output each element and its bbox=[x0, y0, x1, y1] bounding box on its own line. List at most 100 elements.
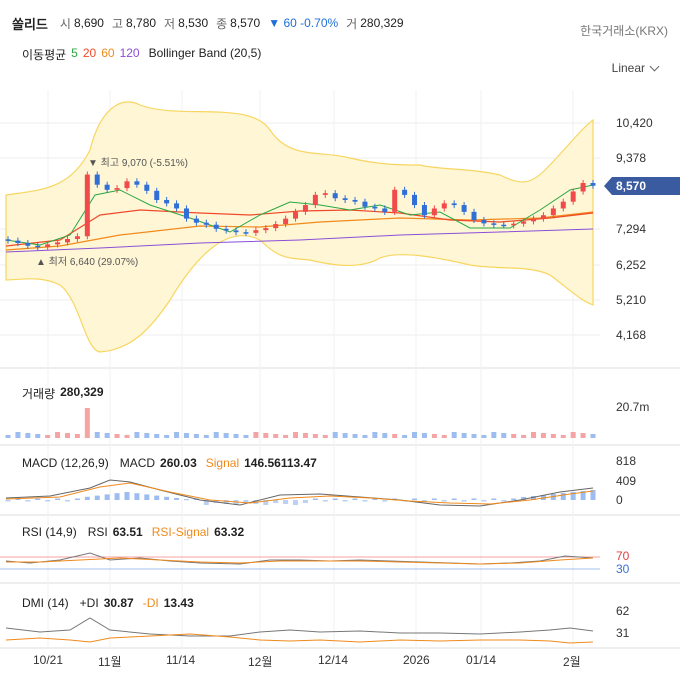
volume-bars bbox=[5, 408, 596, 438]
volume-bar bbox=[134, 432, 140, 438]
candle-body bbox=[263, 228, 269, 231]
macd-bar bbox=[203, 500, 209, 505]
dmi-tick: 62 bbox=[616, 604, 630, 618]
rsi-panel-label: RSI (14,9) RSI 63.51 RSI-Signal 63.32 bbox=[22, 525, 244, 539]
volume-bar bbox=[233, 434, 239, 438]
ma-120[interactable]: 120 bbox=[119, 46, 140, 60]
quote-header: 쏠리드 시 8,690 고 8,780 저 8,530 종 8,570 ▼ 60… bbox=[12, 12, 412, 34]
mdi-value: 13.43 bbox=[163, 596, 194, 610]
volume-bar bbox=[332, 432, 338, 438]
macd-bar bbox=[570, 492, 576, 500]
rsi-value: 63.51 bbox=[112, 525, 143, 539]
rsi-tick-70: 70 bbox=[616, 549, 630, 563]
candle-body bbox=[124, 181, 130, 189]
macd-bar bbox=[342, 500, 348, 502]
macd-bar bbox=[104, 494, 110, 500]
macd-tick: 409 bbox=[616, 474, 637, 488]
volume-bar bbox=[451, 432, 457, 438]
candle-body bbox=[144, 184, 150, 191]
candle-body bbox=[193, 218, 199, 223]
candle-body bbox=[84, 174, 90, 237]
macd-bar bbox=[590, 490, 596, 500]
exchange-label: 한국거래소(KRX) bbox=[580, 24, 668, 38]
candle-body bbox=[283, 218, 289, 225]
candle-body bbox=[402, 189, 408, 195]
candle-body bbox=[560, 201, 566, 209]
volume-bar bbox=[104, 433, 110, 438]
bollinger-label[interactable]: Bollinger Band (20,5) bbox=[148, 46, 262, 60]
volume-bar bbox=[45, 435, 51, 438]
volume-bar bbox=[243, 435, 249, 438]
candle-body bbox=[412, 194, 418, 206]
ma-5[interactable]: 5 bbox=[71, 46, 78, 60]
candle-body bbox=[213, 224, 219, 229]
rsi-tick-30: 30 bbox=[616, 562, 630, 576]
candle-body bbox=[501, 224, 507, 227]
macd-bar bbox=[511, 498, 517, 500]
low-value: 8,530 bbox=[178, 16, 209, 30]
macd-bar bbox=[74, 498, 80, 500]
macd-bar bbox=[35, 498, 41, 500]
macd-title: MACD (12,26,9) bbox=[22, 456, 109, 470]
scale-dropdown[interactable]: Linear bbox=[612, 61, 660, 75]
ma-60-line bbox=[5, 211, 594, 251]
change-value: ▼ 60 -0.70% bbox=[268, 16, 338, 30]
rsi-signal-name: RSI-Signal bbox=[151, 525, 210, 539]
volume-bar bbox=[183, 433, 189, 438]
price-tick: 10,420 bbox=[616, 116, 653, 130]
candle-body bbox=[253, 230, 259, 233]
volume-bar bbox=[203, 435, 209, 438]
volume-bar bbox=[342, 433, 348, 438]
macd-bar bbox=[531, 496, 537, 500]
macd-bar bbox=[183, 499, 189, 501]
volume-bar bbox=[580, 433, 586, 438]
macd-bar bbox=[144, 494, 150, 500]
dmi-title: DMI (14) bbox=[22, 596, 69, 610]
down-arrow-icon: ▼ bbox=[268, 16, 281, 30]
dmi-tick: 31 bbox=[616, 626, 630, 640]
macd-bar bbox=[174, 498, 180, 500]
dmi-panel-label: DMI (14) +DI 30.87 -DI 13.43 bbox=[22, 596, 194, 610]
candle-body bbox=[183, 208, 189, 219]
macd-bar bbox=[273, 500, 279, 503]
macd-bar bbox=[481, 500, 487, 502]
candle-body bbox=[431, 208, 437, 216]
volume-bar bbox=[521, 435, 527, 438]
macd-bar bbox=[501, 500, 507, 502]
ma-20[interactable]: 20 bbox=[82, 46, 97, 60]
volume-bar bbox=[481, 435, 487, 438]
ma-60[interactable]: 60 bbox=[101, 46, 115, 60]
candle-body bbox=[45, 244, 51, 248]
candle-body bbox=[521, 221, 527, 224]
pdi-name: +DI bbox=[79, 596, 99, 610]
macd-bar bbox=[332, 498, 338, 500]
price-tick: 6,252 bbox=[616, 258, 647, 272]
rsi-name: RSI bbox=[87, 525, 108, 539]
volume-bar bbox=[441, 435, 447, 438]
candle-body bbox=[104, 184, 110, 190]
volume-title: 거래량 bbox=[22, 387, 56, 401]
indicator-legend[interactable]: 이동평균 5 20 60 120 Bollinger Band (20,5) bbox=[22, 46, 261, 63]
macd-bar bbox=[412, 498, 418, 500]
macd-value: 260.03 bbox=[160, 456, 197, 470]
change-amount: 60 bbox=[283, 16, 297, 30]
volume-bar bbox=[560, 435, 566, 438]
low-label: 저 bbox=[164, 16, 176, 31]
volume-bar bbox=[550, 434, 556, 438]
macd-bar bbox=[55, 498, 61, 500]
volume-bar bbox=[55, 432, 61, 438]
ma-20-line bbox=[5, 209, 594, 247]
macd-bar bbox=[134, 493, 140, 500]
volume-panel-value: 280,329 bbox=[60, 385, 104, 399]
candle-body bbox=[372, 206, 378, 209]
macd-bar bbox=[45, 500, 51, 502]
macd-bar bbox=[223, 500, 229, 504]
macd-bar bbox=[25, 500, 31, 502]
macd-signal-name: Signal bbox=[205, 456, 240, 470]
macd-bar bbox=[233, 500, 239, 505]
candle-body bbox=[243, 232, 249, 234]
volume-bar bbox=[362, 435, 368, 438]
candle-body bbox=[342, 198, 348, 200]
macd-tick: 0 bbox=[616, 493, 623, 507]
